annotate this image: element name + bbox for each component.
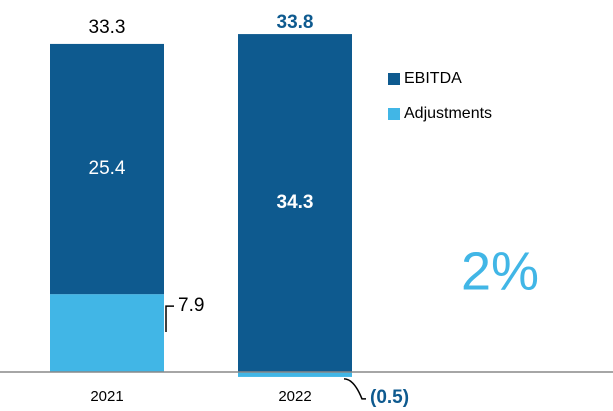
- legend-label: Adjustments: [404, 105, 492, 122]
- annotation: 2%: [461, 241, 539, 301]
- leader-line: [165, 305, 174, 332]
- leader-line: [343, 378, 366, 400]
- bar-segment: [50, 43, 164, 295]
- plot: [50, 34, 352, 377]
- legend-swatch: [388, 73, 400, 85]
- total-label: 33.3: [89, 17, 126, 38]
- bar-segment: [238, 34, 352, 372]
- value-label: (0.5): [370, 387, 409, 408]
- legend-label: EBITDA: [404, 70, 462, 87]
- total-label: 33.8: [277, 12, 314, 33]
- bar-segment: [50, 294, 164, 372]
- x-tick-label: 2022: [278, 388, 311, 405]
- value-label: 7.9: [178, 295, 204, 316]
- legend-swatch: [388, 108, 400, 120]
- bar-segment: [238, 372, 352, 377]
- x-tick-label: 2021: [90, 388, 123, 405]
- value-label: 34.3: [277, 192, 314, 213]
- value-label: 25.4: [89, 158, 126, 179]
